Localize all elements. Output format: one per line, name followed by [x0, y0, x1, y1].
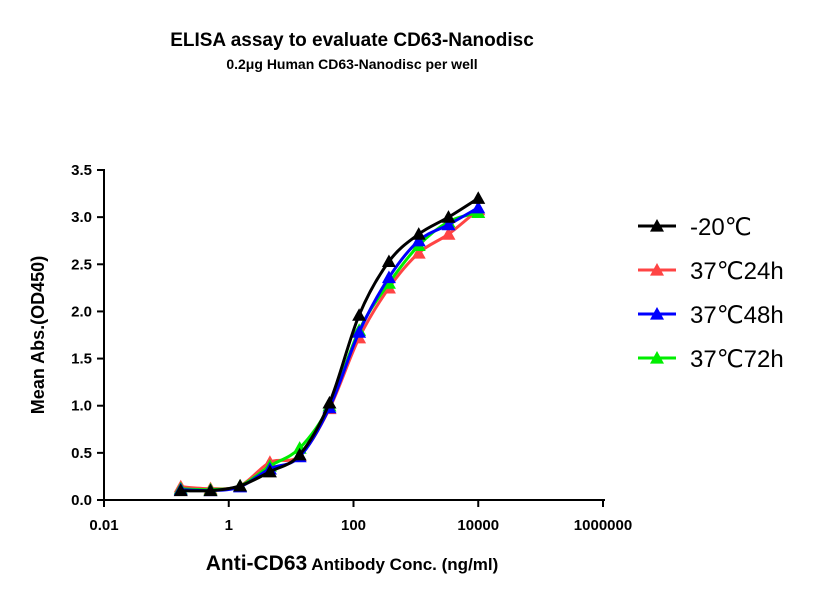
- x-tick-label: 0.01: [89, 517, 118, 534]
- x-axis-label-bold: Anti-CD63: [206, 552, 308, 575]
- data-point-0: [203, 483, 218, 497]
- y-axis-label: Mean Abs.(OD450): [28, 256, 48, 414]
- data-point-0: [352, 308, 367, 321]
- legend-label-3: 37℃72h: [690, 346, 784, 373]
- x-tick-label: 100: [341, 517, 366, 534]
- x-axis-label: Anti-CD63 Antibody Conc. (ng/ml): [206, 552, 499, 575]
- axes: 0.01 1 100 10000 1000000 0.0 0.5 1.0 1.5 2.0 2.5 3.…: [71, 162, 632, 534]
- legend-label-2: 37℃48h: [690, 302, 784, 329]
- x-tick-label: 1000000: [574, 517, 632, 534]
- series-line-3: [180, 210, 479, 492]
- chart-subtitle: 0.2μg Human CD63-Nanodisc per well: [226, 56, 477, 72]
- series-line-2: [180, 206, 479, 493]
- chart-title: ELISA assay to evaluate CD63-Nanodisc: [170, 30, 534, 51]
- data-point-0: [262, 464, 277, 478]
- y-tick-label: 3.0: [71, 209, 92, 226]
- data-point-2: [441, 217, 456, 231]
- data-point-2: [411, 233, 426, 247]
- legend-marker-2: [650, 307, 664, 320]
- legend-marker-3: [650, 351, 664, 364]
- data-point-0: [233, 478, 248, 492]
- y-tick-label: 2.0: [71, 303, 92, 320]
- series-line-1: [180, 208, 480, 491]
- y-tick-label: 0.0: [71, 492, 92, 509]
- data-point-0: [292, 447, 307, 461]
- data-point-1: [411, 245, 426, 259]
- data-point-2: [352, 325, 367, 338]
- data-point-0: [322, 395, 337, 409]
- legend-marker-0: [650, 219, 664, 232]
- x-axis-label-rest: Antibody Conc. (ng/ml): [307, 555, 498, 574]
- data-point-0: [471, 191, 486, 204]
- data-point-0: [411, 227, 426, 240]
- y-tick-label: 2.5: [71, 256, 92, 273]
- y-tick-label: 0.5: [71, 445, 92, 462]
- data-point-1: [441, 227, 456, 240]
- y-tick-label: 1.5: [71, 351, 92, 368]
- data-point-0: [441, 210, 456, 223]
- legend-label-0: -20℃: [690, 214, 752, 241]
- data-point-2: [471, 200, 486, 214]
- data-point-0: [173, 483, 188, 497]
- y-tick-label: 1.0: [71, 398, 92, 415]
- plot-area: [173, 191, 486, 497]
- x-tick-label: 1: [225, 517, 233, 534]
- data-point-0: [381, 254, 396, 268]
- legend: -20℃ 37℃24h 37℃48h 37℃72h: [638, 214, 784, 373]
- legend-marker-1: [650, 263, 664, 276]
- x-tick-label: 10000: [457, 517, 499, 534]
- y-tick-label: 3.5: [71, 162, 92, 179]
- data-point-2: [381, 270, 396, 284]
- legend-label-1: 37℃24h: [690, 258, 784, 285]
